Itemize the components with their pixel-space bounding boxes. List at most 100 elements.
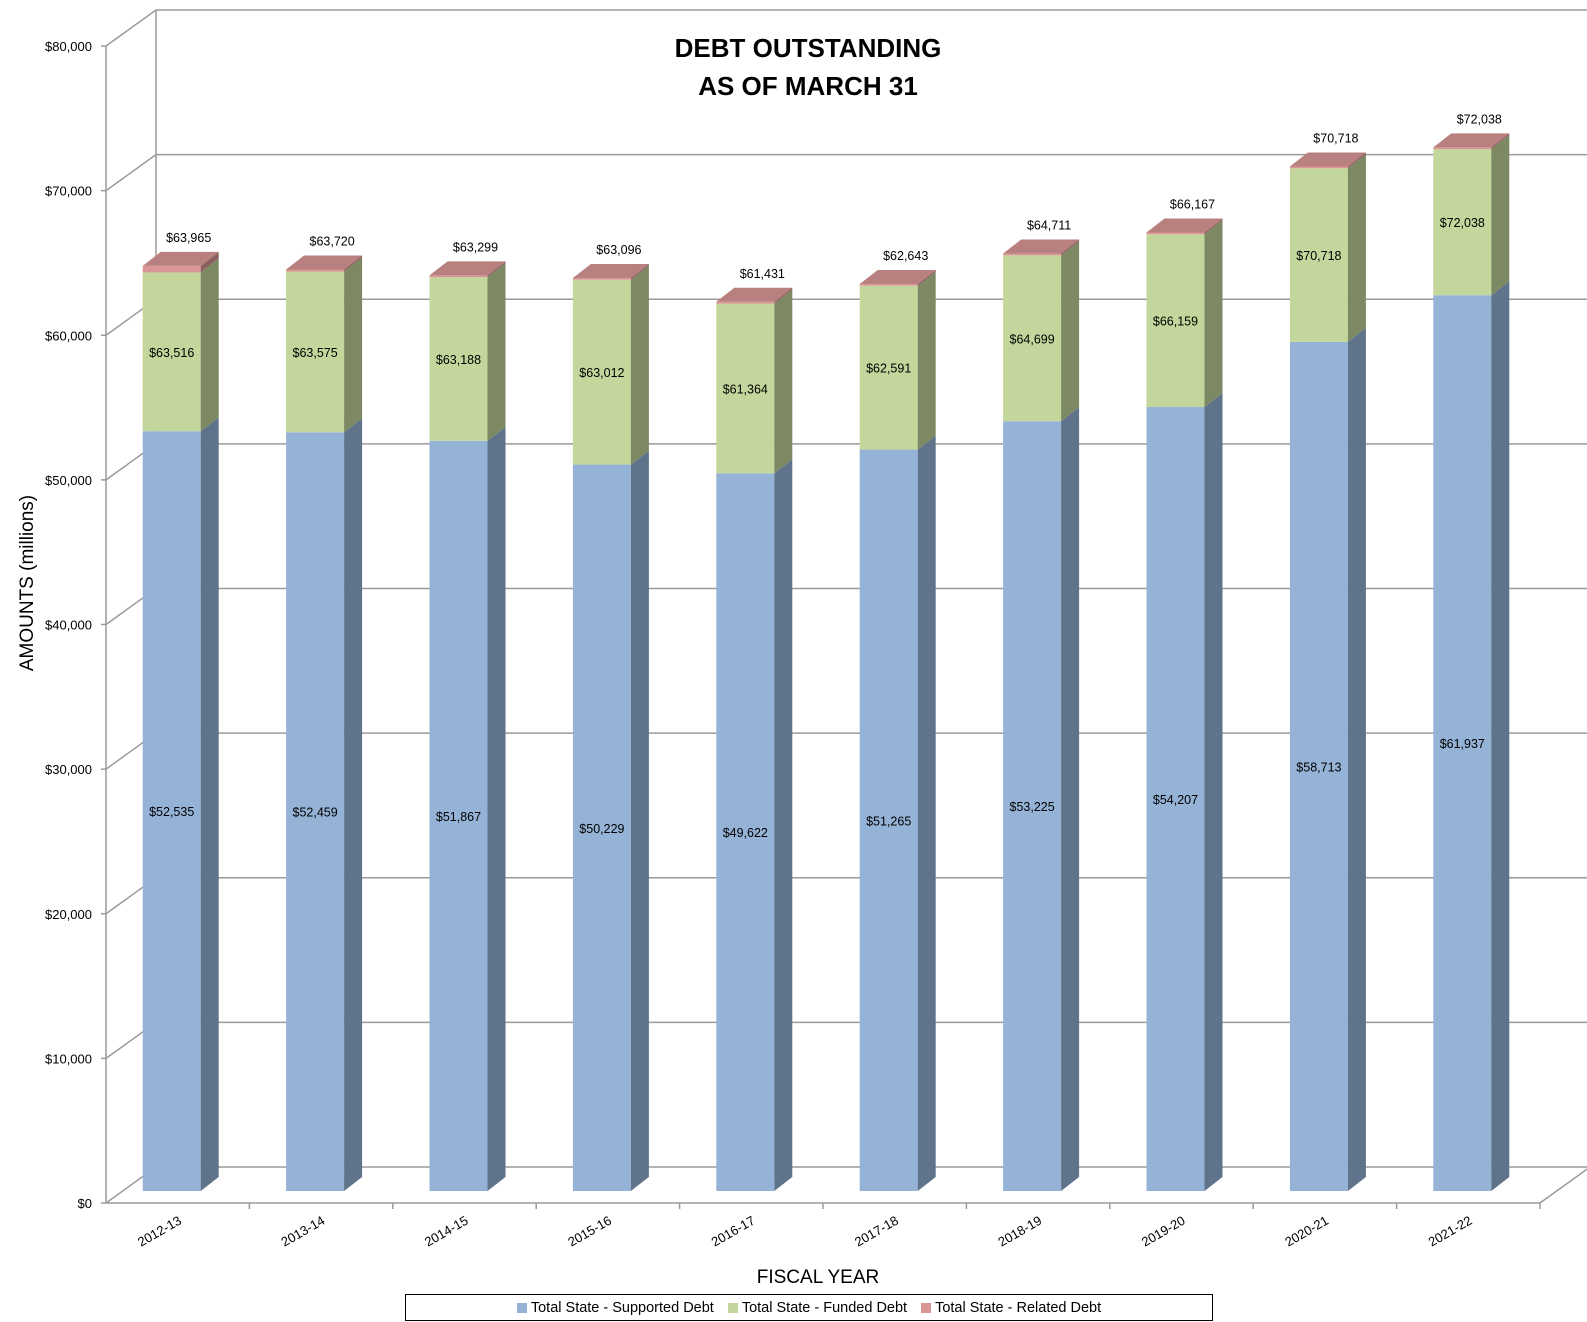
bar-funded-side [1061,241,1080,422]
bar-related-front [859,284,918,286]
bar-supported-front [286,432,345,1191]
data-label-related: $64,711 [1027,219,1071,233]
bar-funded-side [200,258,219,432]
data-label-supported: $53,225 [1010,800,1055,814]
y-tick-label: $40,000 [45,618,92,633]
x-tick-label: 2020-21 [1282,1213,1331,1250]
data-label-funded: $72,038 [1440,216,1485,230]
bar-supported-front [142,431,201,1192]
bars [142,133,1510,1192]
bar-related-side [1061,239,1080,256]
bar-supported-side [1491,281,1510,1191]
debt-outstanding-chart: $0 $10,000 $20,000 $30,000 $40,000 $50,000 $60… [17,9,1587,1288]
y-tick-label: $60,000 [45,328,92,343]
data-label-supported: $58,713 [1296,760,1341,774]
data-label-related: $66,167 [1170,197,1215,211]
chart-title-line-2: AS OF MARCH 31 [698,71,918,101]
bar-supported-side [200,417,219,1192]
x-tick-label: 2013-14 [278,1213,327,1250]
bar-supported-front [859,449,918,1191]
data-label-supported: $52,535 [149,805,194,819]
data-label-related: $63,720 [310,234,355,248]
bar-funded-front [286,271,345,433]
bar-funded-side [1347,154,1366,342]
bar-top-cap [1289,152,1366,167]
bar-related-side [1347,152,1366,169]
bar-related-front [1289,166,1348,169]
data-label-funded: $63,012 [579,366,624,380]
bar-funded-front [572,279,631,465]
legend-label-supported: Total State - Supported Debt [530,1299,714,1316]
bar-supported-side [774,459,793,1192]
data-label-funded: $63,575 [293,346,338,360]
data-label-related: $63,096 [596,243,641,257]
bar-related-side [917,270,936,286]
bar-funded-front [429,277,488,441]
y-tick-label: $50,000 [45,473,92,488]
bar-related-side [774,287,793,304]
gridline-depth [105,154,157,192]
legend-item-supported: Total State - Supported Debt [516,1299,714,1316]
bar-related-front [1146,232,1205,235]
data-label-supported: $51,867 [436,810,481,824]
bar-related-side [1204,218,1223,235]
bar-supported-side [917,435,936,1191]
data-label-supported: $61,937 [1440,737,1485,751]
bar-funded-side [1204,220,1223,408]
bar-top-cap [1003,239,1080,254]
bar-related-front [716,301,775,304]
bar-funded-side [630,265,649,465]
bar-funded-side [917,271,936,450]
legend-swatch-supported [516,1302,527,1313]
bar-funded-side [344,257,363,433]
y-tick-label: $0 [78,1196,92,1211]
bar-supported-side [344,418,363,1191]
data-label-related: $63,965 [166,231,211,245]
bar-top-cap [572,263,649,278]
legend-label-related: Total State - Related Debt [935,1299,1102,1316]
bar-supported-front [1003,421,1062,1192]
bar-related-front [429,275,488,278]
bar-funded-front [1003,255,1062,422]
x-tick-label: 2021-22 [1426,1213,1475,1250]
data-label-supported: $50,229 [579,822,624,836]
bar-related-front [572,277,631,280]
bar-supported-front [1433,295,1492,1191]
y-tick-label: $10,000 [45,1051,92,1066]
bar-funded-front [1146,234,1205,408]
bar-supported-side [630,450,649,1191]
bar-supported-front [1289,341,1348,1191]
bar-funded-side [1491,135,1510,296]
x-tick-label: 2015-16 [565,1213,614,1250]
data-label-funded: $63,516 [149,346,194,360]
y-tick-label: $20,000 [45,907,92,922]
bar-funded-front [142,272,201,432]
data-label-related: $72,038 [1457,112,1502,126]
chart-title-line-1: DEBT OUTSTANDING [675,33,942,63]
data-label-related: $62,643 [883,249,928,263]
bar-related-side [200,251,219,273]
bar-related-front [286,269,345,272]
data-label-funded: $62,591 [866,362,911,376]
bar-funded-front [716,303,775,474]
bar-supported-side [1061,407,1080,1192]
x-tick-label: 2012-13 [135,1213,184,1250]
legend-item-related: Total State - Related Debt [921,1300,1101,1316]
bar-supported-side [487,426,506,1191]
bar-supported-front [429,440,488,1191]
bar-related-front [1003,253,1062,256]
legend-swatch-related [921,1302,932,1313]
x-tick-label: 2016-17 [709,1213,758,1250]
bar-supported-side [1204,393,1223,1191]
bar-top-cap [859,270,936,285]
gridline-depth [105,9,157,47]
bar-top-cap [1433,133,1510,148]
data-label-related: $61,431 [740,267,785,281]
bar-top-cap [716,287,793,302]
bar-top-cap [142,251,219,266]
x-tick-label: 2019-20 [1139,1213,1188,1250]
data-label-funded: $63,188 [436,353,481,367]
bar-related-side [487,261,506,278]
y-axis-title: AMOUNTS (millions) [17,495,38,671]
floor-edge [1539,1168,1587,1204]
